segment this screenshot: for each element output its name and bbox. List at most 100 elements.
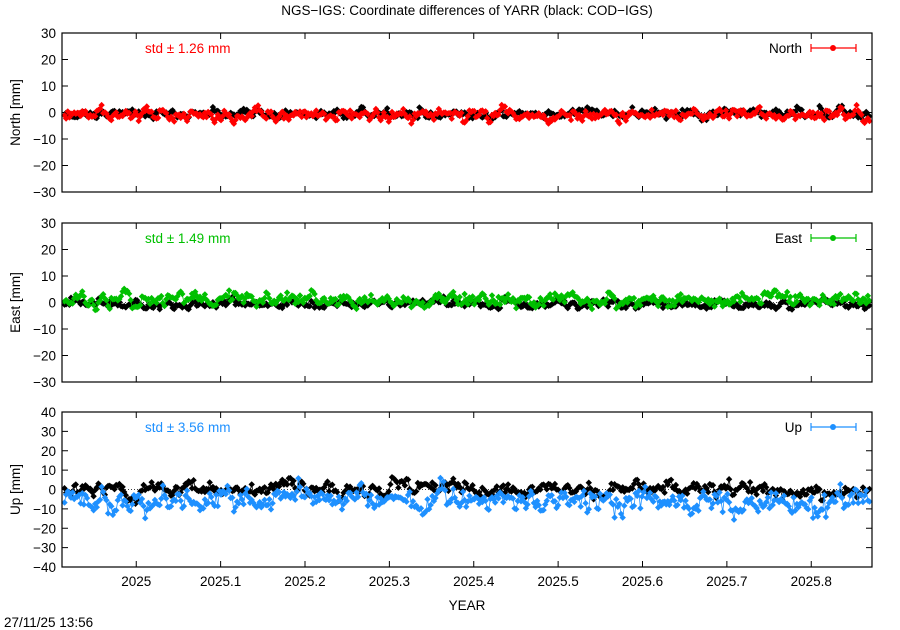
data-point xyxy=(734,486,741,493)
data-point xyxy=(413,488,420,495)
data-point xyxy=(632,303,639,311)
data-point xyxy=(571,108,578,115)
data-point xyxy=(463,503,470,510)
data-point xyxy=(579,117,586,124)
data-point xyxy=(648,297,655,304)
data-point xyxy=(316,496,323,504)
data-point xyxy=(567,116,575,124)
data-point xyxy=(534,112,541,120)
data-point xyxy=(775,303,783,310)
data-point xyxy=(809,514,817,522)
data-point xyxy=(513,506,520,513)
data-point xyxy=(619,304,626,311)
data-point xyxy=(106,305,113,312)
data-point xyxy=(611,481,618,488)
data-point xyxy=(119,502,126,509)
timestamp: 27/11/25 13:56 xyxy=(4,615,93,630)
y-tick-label: 20 xyxy=(41,243,56,258)
data-point xyxy=(614,297,621,305)
data-point xyxy=(400,105,407,113)
data-point xyxy=(746,498,754,505)
data-point xyxy=(329,481,336,488)
data-point xyxy=(275,488,283,496)
data-point xyxy=(667,302,675,309)
data-point xyxy=(261,484,268,491)
data-point xyxy=(85,114,92,121)
data-point xyxy=(103,297,110,304)
data-point xyxy=(442,487,449,494)
data-point xyxy=(753,505,760,512)
data-point xyxy=(627,495,634,502)
data-point xyxy=(759,487,767,495)
data-point xyxy=(332,295,339,303)
data-point xyxy=(719,508,726,516)
x-tick-label: 2025.4 xyxy=(453,574,495,589)
data-point xyxy=(103,110,110,117)
data-point xyxy=(121,285,128,292)
data-point xyxy=(556,296,563,304)
data-point xyxy=(866,498,873,505)
data-point xyxy=(763,115,770,122)
data-point xyxy=(77,112,84,120)
data-point xyxy=(764,289,771,296)
data-point xyxy=(798,499,805,506)
data-point xyxy=(579,485,586,492)
data-point xyxy=(777,486,784,493)
data-point xyxy=(863,116,870,124)
x-tick-label: 2025.6 xyxy=(622,574,663,589)
data-point xyxy=(642,114,649,121)
data-point xyxy=(158,495,165,502)
data-point xyxy=(598,111,605,118)
data-point xyxy=(575,494,583,502)
data-point xyxy=(693,502,701,509)
data-point xyxy=(725,115,733,122)
data-point xyxy=(717,108,725,115)
data-point xyxy=(674,501,681,509)
data-point xyxy=(535,110,542,117)
data-point xyxy=(343,497,350,505)
data-point xyxy=(785,298,792,305)
data-point xyxy=(596,490,604,497)
data-point xyxy=(340,501,347,508)
data-point xyxy=(117,491,125,498)
y-tick-label: 0 xyxy=(48,296,56,311)
data-point xyxy=(432,482,439,489)
data-point xyxy=(224,293,231,300)
data-point xyxy=(258,108,265,115)
data-point xyxy=(180,110,188,117)
data-point xyxy=(814,109,821,116)
data-point xyxy=(374,109,381,116)
data-point xyxy=(813,483,820,490)
data-point xyxy=(621,113,628,120)
data-point xyxy=(135,491,142,498)
data-point xyxy=(585,113,592,120)
data-point xyxy=(543,497,550,504)
data-point xyxy=(669,484,676,491)
data-point xyxy=(104,510,112,517)
data-point xyxy=(182,298,189,305)
data-point xyxy=(811,489,818,496)
x-tick-label: 2025.1 xyxy=(200,574,241,589)
data-point xyxy=(98,101,105,109)
data-point xyxy=(855,296,862,303)
chart-title: NGS−IGS: Coordinate differences of YARR … xyxy=(281,3,652,18)
data-point xyxy=(798,106,805,113)
y-tick-label: −10 xyxy=(33,502,56,517)
data-point xyxy=(648,106,655,114)
data-point xyxy=(508,488,515,495)
data-point xyxy=(746,479,754,486)
data-point xyxy=(655,111,662,118)
data-point xyxy=(146,484,154,491)
data-point xyxy=(866,117,873,125)
data-point xyxy=(717,497,725,505)
data-point xyxy=(551,480,559,488)
data-point xyxy=(563,303,570,310)
data-point xyxy=(504,291,512,298)
data-point xyxy=(387,481,394,488)
data-point xyxy=(734,113,741,120)
data-point xyxy=(419,299,426,306)
data-point xyxy=(306,292,313,300)
data-point xyxy=(792,293,799,300)
data-point xyxy=(127,296,134,304)
